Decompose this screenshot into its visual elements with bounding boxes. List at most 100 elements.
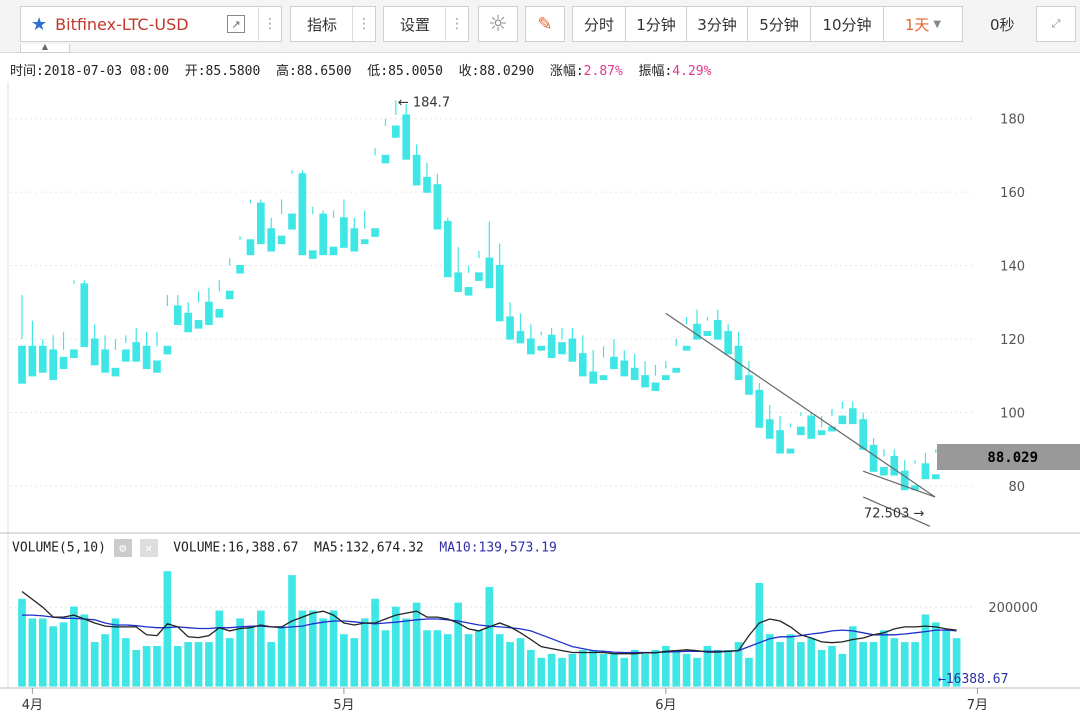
candle-body: [495, 265, 504, 322]
gear-icon[interactable]: ⚙: [113, 539, 132, 557]
pencil-icon: ✎: [537, 13, 553, 35]
volume-bar: [70, 606, 78, 687]
tab-period-2[interactable]: 3分钟: [686, 6, 748, 42]
tab-period-4[interactable]: 10分钟: [810, 6, 884, 42]
volume-bar: [682, 653, 691, 687]
candle-body: [464, 287, 473, 296]
label: 开:: [184, 64, 206, 79]
candle-body: [18, 345, 26, 384]
candle-body: [848, 408, 857, 425]
volume-bar: [277, 626, 286, 687]
candle-body: [257, 202, 265, 245]
volume-bar: [194, 642, 203, 687]
volume-bar: [381, 630, 390, 687]
current-price-label: 88.029: [987, 450, 1038, 466]
candle-body: [205, 301, 213, 325]
volume-bar: [610, 653, 618, 687]
candle-body: [516, 331, 525, 344]
volume-bar: [173, 646, 182, 687]
change-value: 2.87%: [583, 64, 623, 79]
tab-period-0[interactable]: 分时: [572, 6, 626, 42]
period-label: 1天: [904, 15, 930, 34]
label: MA5:: [314, 540, 346, 556]
settings-button[interactable]: 设置 ⋮: [383, 6, 469, 42]
volume-bar: [693, 657, 701, 687]
trend-line: [665, 312, 936, 498]
candle-body: [454, 272, 462, 292]
candle-body: [433, 184, 442, 230]
candle-body: [485, 257, 494, 289]
volume-bar: [402, 618, 411, 687]
volume-bar: [734, 642, 743, 687]
volume-bar: [122, 638, 130, 687]
price-tick-label: 180: [1000, 113, 1025, 128]
candle-body: [807, 415, 816, 439]
volume-info: VOLUME(5,10) ⚙ ✕ VOLUME:16,388.67 MA5:13…: [12, 539, 557, 557]
low-value: 85.0050: [388, 64, 443, 79]
label: 低:: [367, 64, 389, 79]
volume-bar: [859, 642, 867, 687]
more-icon[interactable]: ⋮: [445, 7, 468, 41]
volume-bar: [786, 634, 795, 687]
volume-title: VOLUME(5,10): [12, 540, 106, 556]
volume-bar: [537, 657, 546, 687]
indicator-button[interactable]: 指标 ⋮: [290, 6, 376, 42]
volume-bar: [828, 646, 836, 687]
max-price-label: ← 184.7: [398, 95, 450, 110]
more-icon[interactable]: ⋮: [258, 7, 281, 41]
ma5-value: 132,674.32: [345, 540, 424, 556]
volume-bar: [101, 634, 109, 687]
time-tick-label: 5月: [333, 698, 354, 713]
fullscreen-button[interactable]: ⤢: [1036, 6, 1076, 42]
volume-value: 16,388.67: [228, 540, 299, 556]
theme-toggle[interactable]: ☼: [478, 6, 518, 42]
tab-period-3[interactable]: 5分钟: [747, 6, 811, 42]
time-value: 2018-07-03 08:00: [43, 64, 170, 79]
star-icon[interactable]: ★: [31, 13, 48, 35]
period-label: 5分钟: [759, 15, 799, 34]
label: 收:: [458, 64, 480, 79]
countdown: 0秒: [990, 16, 1015, 34]
tab-period-5[interactable]: 1天 ▼: [883, 6, 963, 42]
period-label: 分时: [583, 15, 614, 34]
volume-bar: [807, 638, 816, 687]
time-tick-label: 7月: [967, 698, 988, 713]
symbol-selector[interactable]: ★ Bitfinex-LTC-USD ↗ ⋮: [20, 6, 282, 42]
volume-bar: [340, 634, 348, 687]
volume-bar: [111, 618, 120, 687]
candle-body: [506, 316, 514, 340]
candle-body: [589, 371, 597, 384]
volume-bar: [838, 653, 847, 687]
period-label: 1分钟: [636, 15, 676, 34]
collapse-tab[interactable]: ▲: [20, 43, 70, 53]
label: 时间:: [10, 64, 44, 79]
volume-bar: [817, 649, 826, 687]
candle-body: [745, 375, 753, 395]
volume-bar: [630, 649, 639, 687]
candle-body: [765, 419, 774, 439]
toolbar: ★ Bitfinex-LTC-USD ↗ ⋮ ▲ 指标 ⋮ 设置 ⋮ ☼ ✎ 分…: [0, 0, 1080, 53]
volume-bar: [319, 618, 327, 687]
tab-period-1[interactable]: 1分钟: [625, 6, 687, 42]
candle-body: [724, 331, 732, 355]
candle-body: [630, 367, 639, 381]
candle-body: [682, 345, 691, 351]
draw-tool-button[interactable]: ✎: [525, 6, 565, 42]
candle-body: [308, 250, 317, 259]
candle-body: [153, 360, 161, 373]
more-icon[interactable]: ⋮: [352, 7, 375, 41]
period-label: 3分钟: [697, 15, 737, 34]
candle-body: [80, 283, 89, 347]
volume-bar: [589, 649, 597, 687]
volume-bar: [475, 630, 483, 687]
close-icon[interactable]: ✕: [139, 539, 158, 557]
volume-bar: [360, 618, 369, 687]
volume-bar: [298, 610, 307, 687]
ohlc-info: 时间:2018-07-03 08:00 开:85.5800 高:88.6500 …: [10, 60, 711, 79]
candle-body: [838, 415, 847, 425]
external-link-icon[interactable]: ↗: [227, 15, 245, 33]
close-value: 88.0290: [479, 64, 535, 79]
candle-body: [578, 353, 587, 377]
volume-bar: [464, 634, 473, 687]
